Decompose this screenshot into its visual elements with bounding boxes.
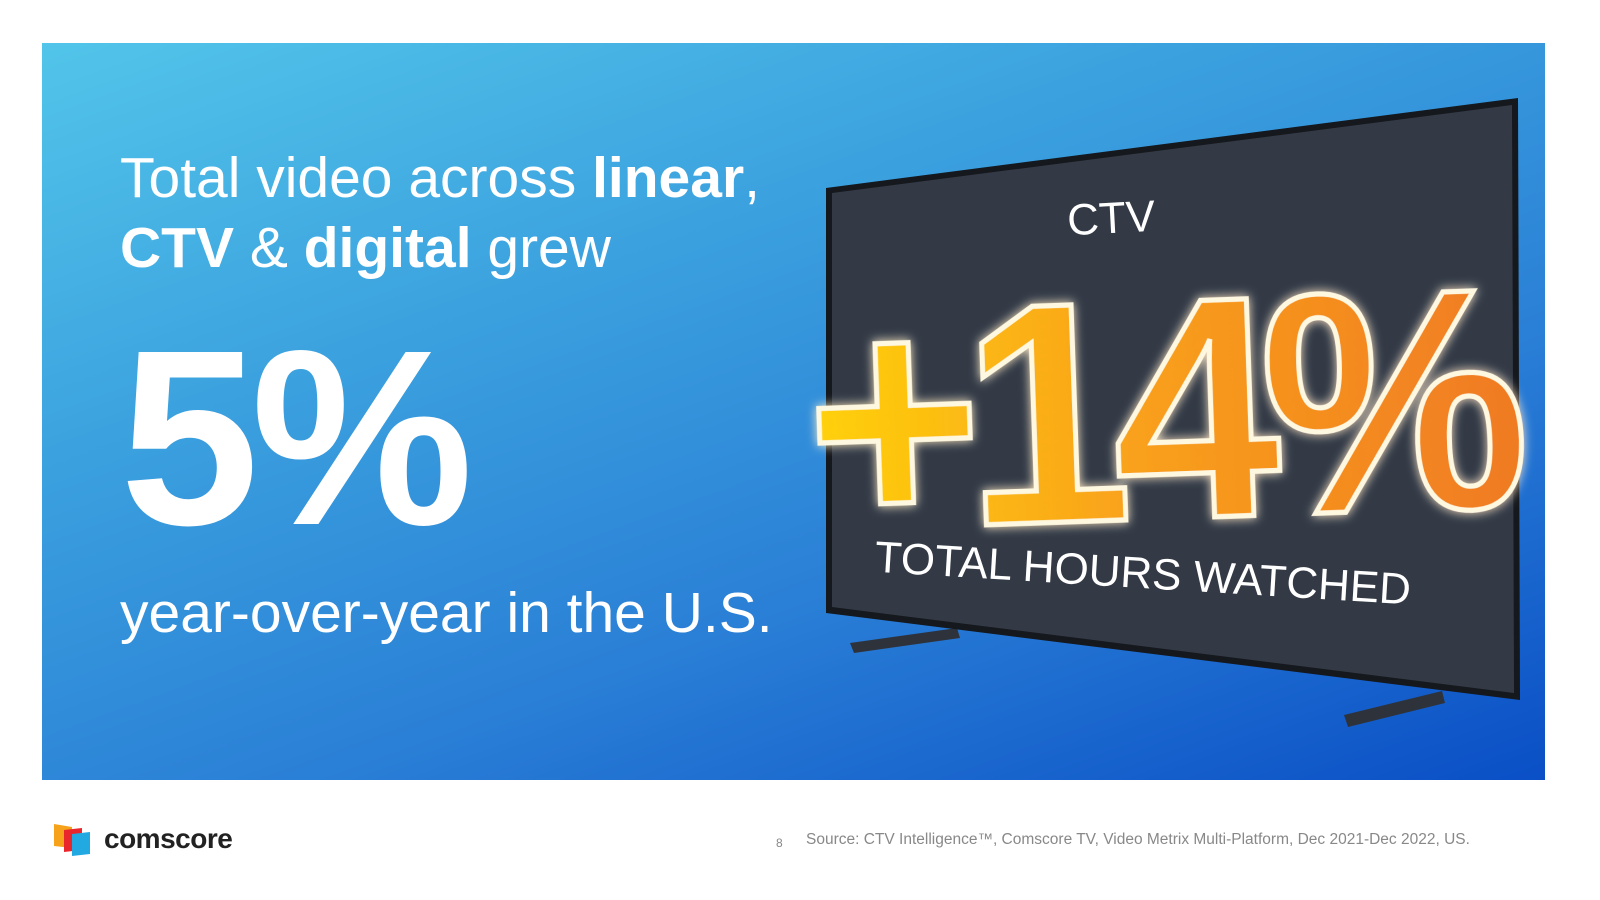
logo-text: comscore: [104, 823, 233, 854]
subline: year-over-year in the U.S.: [120, 581, 773, 645]
headline-text: grew: [471, 216, 611, 280]
page-number: 8: [776, 836, 783, 850]
tv-label: CTV: [1066, 192, 1157, 246]
source-note: Source: CTV Intelligence™, Comscore TV, …: [806, 831, 1470, 848]
headline-bold: digital: [303, 216, 472, 280]
tv-stat: +14%: [801, 222, 1530, 598]
big-stat: 5%: [120, 298, 473, 577]
logo: comscore: [52, 822, 233, 856]
headline: Total video across linear, CTV & digital…: [120, 143, 760, 283]
headline-bold: linear: [592, 146, 745, 210]
headline-text: ,: [744, 146, 760, 210]
logo-mark: [54, 824, 90, 856]
headline-text: Total video across: [120, 146, 593, 210]
tv-illustration: CTV +14% TOTAL HOURS WATCHED: [798, 98, 1532, 727]
hero-panel: Total video across linear, CTV & digital…: [42, 43, 1545, 780]
headline-text: &: [234, 216, 304, 280]
tv-stand: [850, 628, 960, 653]
tv-stand: [1344, 691, 1445, 727]
headline-bold: CTV: [120, 216, 234, 280]
tv-screen: [832, 105, 1514, 693]
